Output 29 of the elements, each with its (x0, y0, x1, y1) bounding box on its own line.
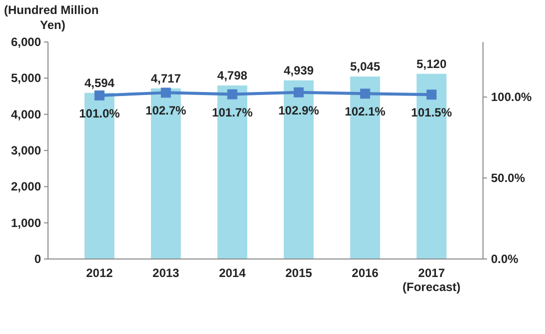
y-tick-label: 0 (34, 252, 42, 266)
data-label: 4,594 (84, 76, 115, 90)
y2-tick-label: 100.0% (491, 90, 532, 104)
data-label: 4,939 (284, 63, 314, 78)
x-tick-label: 2017 (Forecast) (402, 266, 461, 294)
y-tick-label: 1,000 (10, 216, 42, 230)
x-tick-label: 2016 (352, 266, 379, 280)
data-label: 102.1% (344, 104, 386, 119)
y-tick-label: 5,000 (10, 71, 42, 86)
y-tick-label: 3,000 (10, 144, 42, 158)
x-tick-label: 2012 (86, 266, 114, 280)
y-axis-title: (Hundred Million Yen) (4, 3, 99, 32)
data-label: 102.9% (278, 103, 320, 118)
data-label: 4,717 (150, 71, 182, 86)
data-label: 101.5% (411, 106, 452, 120)
data-label: 5,120 (416, 56, 447, 71)
data-label: 101.7% (212, 105, 253, 120)
data-label: 102.7% (146, 104, 187, 118)
y-tick-label: 6,000 (10, 35, 42, 49)
x-tick-label: 2015 (285, 266, 312, 280)
y-tick-label: 4,000 (10, 107, 42, 122)
x-tick-label: 2014 (218, 266, 246, 280)
data-label: 101.0% (79, 106, 120, 120)
y2-tick-label: 50.0% (491, 171, 526, 186)
y-tick-label: 2,000 (10, 180, 42, 194)
data-label: 5,045 (350, 60, 380, 74)
x-tick-label: 2013 (152, 266, 180, 280)
y2-tick-label: 0.0% (491, 252, 519, 266)
data-label: 4,798 (217, 68, 248, 82)
